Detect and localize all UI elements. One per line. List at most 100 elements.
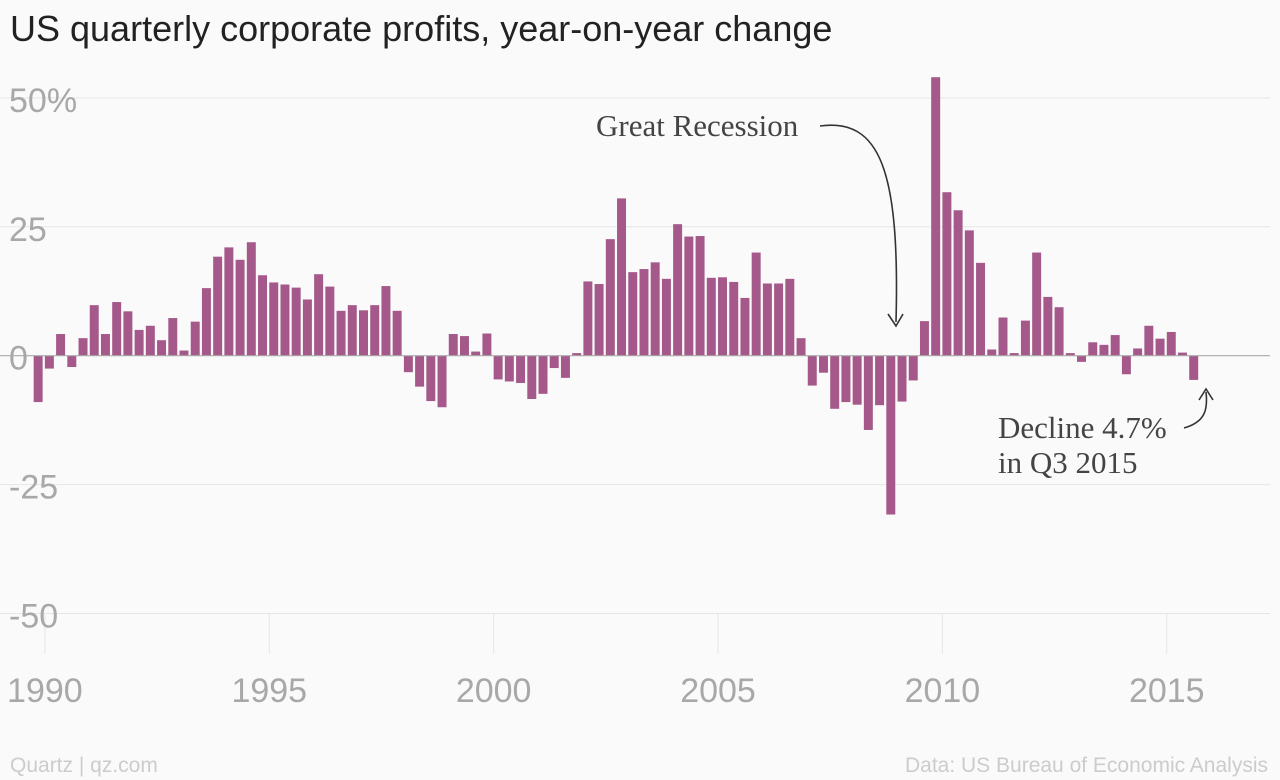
bar	[1009, 353, 1019, 356]
annotation-decline-arrow	[1183, 391, 1208, 429]
bars	[33, 77, 1199, 515]
bar	[964, 230, 974, 356]
x-tick-label: 1990	[7, 672, 83, 710]
bar	[673, 224, 683, 356]
bar	[560, 355, 570, 378]
bar	[1166, 331, 1176, 356]
bar	[617, 198, 627, 356]
bar	[740, 297, 750, 356]
bar	[1054, 307, 1064, 356]
x-tick-label: 2015	[1129, 672, 1205, 710]
bar	[314, 274, 324, 356]
bar	[1178, 352, 1187, 356]
bar	[572, 353, 582, 356]
bar	[336, 310, 346, 356]
x-tick-label: 2005	[680, 672, 756, 710]
bar	[1099, 344, 1109, 356]
bar	[908, 355, 918, 381]
annotation-great-recession-arrow	[819, 124, 898, 323]
bar	[403, 355, 413, 373]
annotation-decline-arrowhead	[1198, 387, 1214, 401]
bar	[392, 310, 402, 356]
annotation-great-recession-arrowhead	[887, 313, 904, 328]
x-axis-tick-marks	[44, 614, 1168, 654]
bar	[459, 336, 469, 356]
bar	[1133, 348, 1143, 356]
bar	[998, 317, 1008, 356]
bar	[931, 77, 941, 356]
bar	[594, 284, 604, 356]
bar	[1144, 325, 1154, 356]
bar	[112, 302, 122, 356]
bar	[213, 256, 223, 356]
bar	[919, 321, 929, 356]
bar	[168, 318, 178, 356]
bar	[729, 281, 739, 356]
bar	[605, 239, 615, 356]
bar	[67, 355, 77, 368]
bar	[987, 349, 997, 356]
bar	[100, 334, 110, 356]
bar	[1020, 320, 1030, 356]
bar	[549, 355, 559, 369]
bar	[897, 355, 907, 402]
bar	[818, 355, 828, 373]
bar	[157, 340, 167, 356]
bar	[302, 299, 312, 356]
bar	[1043, 296, 1053, 356]
bar	[44, 355, 54, 369]
x-tick-label: 1995	[231, 672, 307, 710]
bar	[1065, 353, 1075, 356]
bar	[852, 355, 862, 405]
bar	[774, 283, 784, 356]
bar	[246, 242, 256, 356]
bar	[291, 287, 301, 356]
y-tick-label: -50	[9, 598, 58, 636]
bar	[258, 275, 268, 356]
bar	[471, 351, 481, 356]
bar	[123, 311, 133, 356]
bar	[381, 286, 391, 356]
bar	[347, 305, 357, 356]
bar	[201, 288, 211, 356]
bar	[426, 355, 436, 402]
bar	[785, 278, 795, 356]
bar	[1189, 355, 1199, 380]
bar	[976, 262, 986, 356]
bar	[661, 278, 671, 356]
y-tick-label: 0	[9, 340, 28, 378]
bar	[1077, 355, 1087, 362]
bar	[875, 355, 885, 406]
bar	[695, 236, 705, 356]
bar	[33, 355, 43, 403]
bar	[841, 355, 851, 403]
bar	[437, 355, 447, 408]
bar	[1032, 252, 1042, 356]
bar	[493, 355, 503, 380]
y-tick-label: 25	[9, 211, 47, 249]
bar	[516, 355, 526, 384]
bar	[370, 305, 380, 356]
bar	[628, 272, 638, 356]
bar	[415, 355, 425, 387]
bar	[1121, 355, 1131, 375]
annotation-decline-line-1: Decline 4.7%	[998, 410, 1167, 445]
bar	[751, 252, 761, 356]
bar	[269, 282, 279, 356]
bar	[56, 334, 66, 356]
bar	[830, 355, 840, 409]
bar	[796, 338, 806, 356]
y-tick-label: -25	[9, 469, 58, 507]
bar	[448, 334, 458, 356]
bar	[886, 355, 896, 515]
x-axis-labels: 1990 1995 2000 2005 2010 2015	[7, 672, 1205, 710]
bar	[807, 355, 817, 386]
bar	[527, 355, 537, 400]
x-tick-label: 2010	[905, 672, 981, 710]
bar	[684, 236, 694, 356]
bar	[89, 305, 99, 356]
bar	[325, 286, 335, 356]
footer-source-right: Data: US Bureau of Economic Analysis	[904, 754, 1268, 777]
bar	[953, 210, 963, 356]
